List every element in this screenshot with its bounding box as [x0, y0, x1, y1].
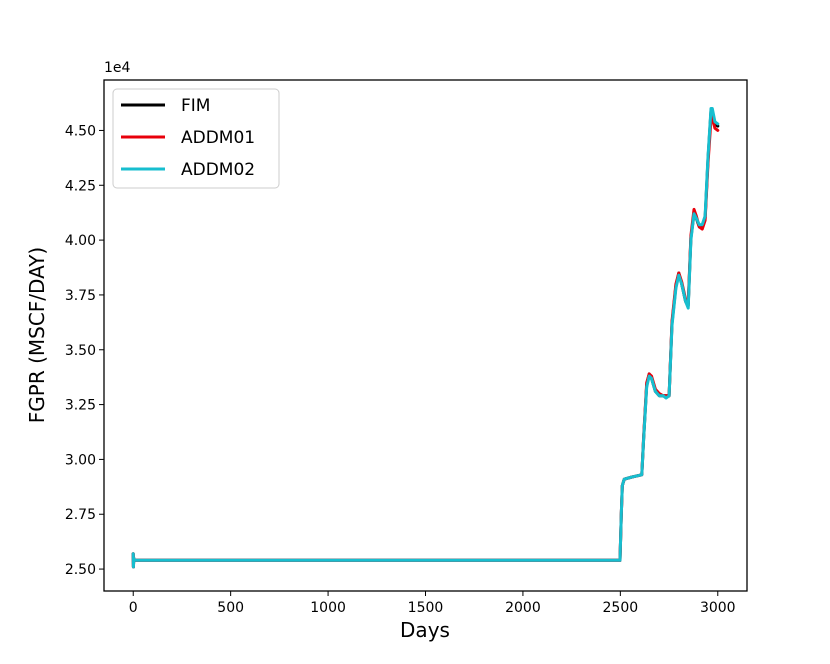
legend-label-addm01: ADDM01	[181, 128, 255, 148]
x-tick-label: 500	[217, 600, 244, 616]
y-tick-label: 4.25	[65, 178, 96, 194]
legend-box	[112, 88, 280, 189]
y-tick-label: 4.00	[65, 233, 96, 249]
legend-label-addm02: ADDM02	[181, 160, 255, 180]
legend-label-fim: FIM	[181, 96, 210, 116]
y-axis-label: FGPR (MSCF/DAY)	[25, 247, 49, 423]
x-tick-label: 1500	[408, 600, 444, 616]
y-tick-label: 2.75	[65, 507, 96, 523]
y-tick-label: 4.50	[65, 123, 96, 139]
x-tick-label: 0	[129, 600, 138, 616]
x-tick-label: 2500	[603, 600, 639, 616]
y-offset-label: 1e4	[104, 60, 131, 76]
y-tick-label: 3.00	[65, 452, 96, 468]
series-line-addm02	[131, 107, 720, 569]
x-tick-label: 3000	[700, 600, 736, 616]
x-axis-label: Days	[400, 618, 450, 642]
y-tick-label: 3.50	[65, 343, 96, 359]
y-tick-label: 3.25	[65, 398, 96, 414]
x-tick-label: 2000	[505, 600, 541, 616]
y-tick-label: 3.75	[65, 288, 96, 304]
legend: FIM ADDM01 ADDM02	[112, 88, 280, 189]
y-tick-label: 2.50	[65, 562, 96, 578]
x-tick-label: 1000	[310, 600, 346, 616]
